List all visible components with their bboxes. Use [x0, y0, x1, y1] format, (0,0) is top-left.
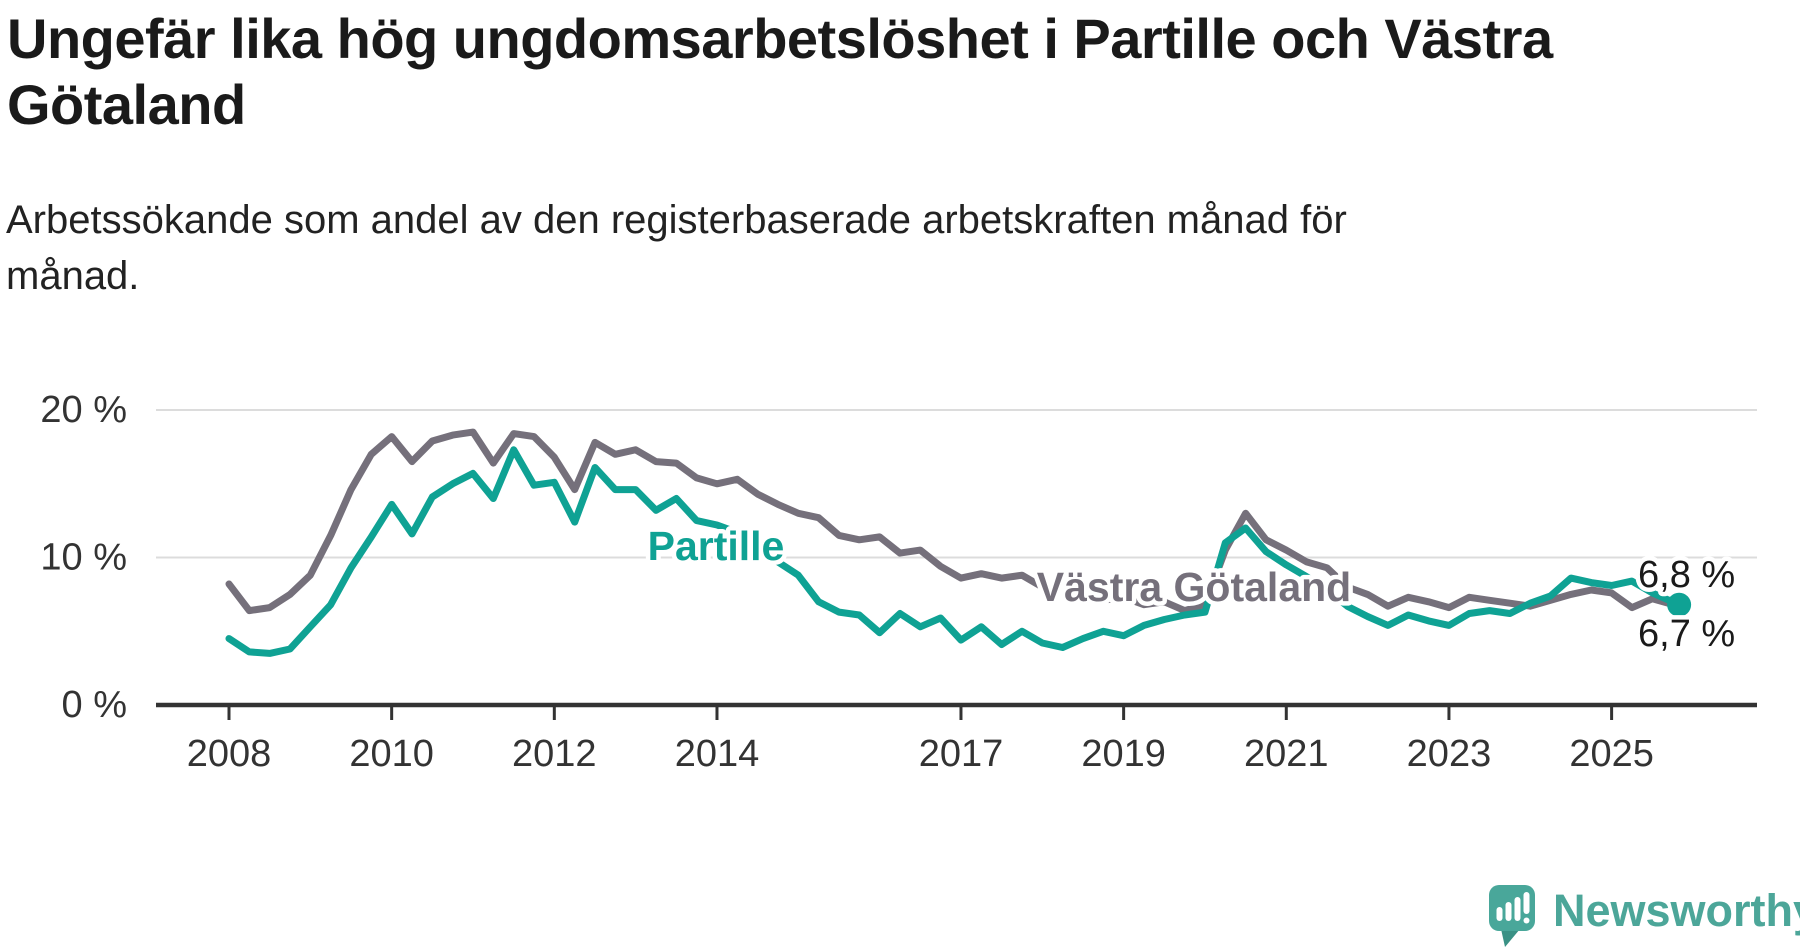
x-tick-label: 2019 [1081, 733, 1166, 775]
y-tick-label: 20 % [40, 389, 127, 431]
x-tick-label: 2025 [1569, 733, 1654, 775]
page-title: Ungefär lika hög ungdomsarbetslöshet i P… [7, 7, 1553, 136]
x-tick-label: 2023 [1407, 733, 1492, 775]
y-tick-label: 0 % [62, 684, 127, 726]
series-line-v-stra-g-taland [225, 428, 1683, 615]
newsworthy-logo: Newsworthy [1488, 884, 1800, 948]
x-tick-label: 2021 [1244, 733, 1329, 775]
logo-bubble-tail [1501, 929, 1520, 947]
end-value-label: 6,8 % [1638, 554, 1735, 596]
page-subtitle: Arbetssökande som andel av den registerb… [6, 198, 1347, 298]
logo-exclamation-bar [1523, 892, 1530, 914]
x-tick-label: 2010 [349, 733, 434, 775]
logo-bar-3 [1514, 897, 1521, 921]
logo-bar-1 [1496, 907, 1503, 921]
logo-bar-2 [1505, 902, 1512, 921]
series-label-partille: Partille [648, 523, 785, 569]
series-end-dot [1667, 592, 1692, 617]
series-label-v-stra-g-taland: Västra Götaland [1037, 564, 1351, 610]
x-tick-label: 2017 [919, 733, 1004, 775]
y-tick-label: 10 % [40, 537, 127, 579]
newsworthy-logo-icon [1489, 885, 1535, 947]
end-value-label: 6,7 % [1638, 613, 1735, 655]
x-tick-label: 2008 [187, 733, 272, 775]
x-tick-label: 2012 [512, 733, 597, 775]
brand-name: Newsworthy [1553, 885, 1800, 936]
x-tick-label: 2014 [675, 733, 760, 775]
logo-exclamation-dot [1523, 917, 1530, 924]
series-line-partille [225, 446, 1683, 657]
